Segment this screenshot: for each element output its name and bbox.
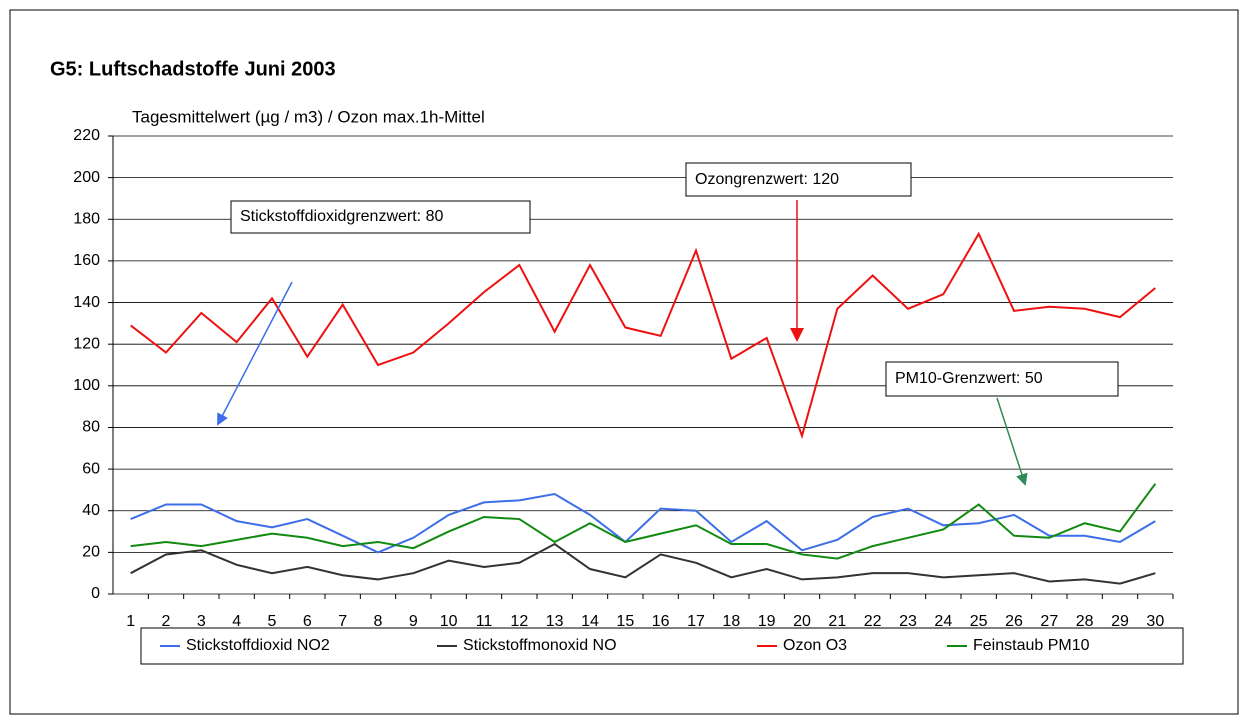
series-line [130, 493, 1156, 554]
x-tick-label: 6 [303, 613, 312, 630]
y-tick-label: 20 [82, 544, 100, 561]
series-line [130, 483, 1157, 560]
x-tick-label: 16 [652, 613, 670, 630]
arrow [996, 397, 1028, 486]
y-tick-label: 80 [82, 419, 100, 436]
x-tick-label: 1 [126, 613, 135, 630]
legend [140, 627, 1184, 665]
legend-label: Stickstoffdioxid NO2 [186, 637, 330, 654]
y-tick-label: 120 [73, 335, 100, 352]
y-tick-label: 100 [73, 377, 100, 394]
chart-title: G5: Luftschadstoffe Juni 2003 [50, 58, 336, 80]
x-tick-label: 17 [687, 613, 705, 630]
series-line [130, 542, 1156, 585]
x-tick-label: 14 [581, 613, 599, 630]
x-tick-label: 28 [1076, 613, 1094, 630]
x-tick-label: 10 [440, 613, 458, 630]
y-tick-label: 180 [73, 210, 100, 227]
y-tick-label: 40 [82, 502, 100, 519]
legend-label: Ozon O3 [783, 637, 847, 654]
x-tick-label: 4 [232, 613, 241, 630]
x-tick-label: 20 [793, 613, 811, 630]
arrow [217, 281, 293, 426]
legend-label: Feinstaub PM10 [973, 637, 1090, 654]
y-tick-label: 200 [73, 169, 100, 186]
x-tick-label: 25 [970, 613, 988, 630]
x-tick-label: 2 [162, 613, 171, 630]
annotation: PM10-Grenzwert: 50 [895, 370, 1043, 387]
annotation-box [685, 162, 912, 197]
frame [9, 9, 1239, 715]
x-tick-label: 15 [616, 613, 634, 630]
y-tick-label: 0 [91, 585, 100, 602]
x-tick-label: 23 [899, 613, 917, 630]
y-axis-label: Tagesmittelwert (µg / m3) / Ozon max.1h-… [132, 107, 485, 126]
annotation: Ozongrenzwert: 120 [695, 171, 839, 188]
x-tick-label: 21 [828, 613, 846, 630]
x-tick-label: 9 [409, 613, 418, 630]
x-tick-label: 29 [1111, 613, 1129, 630]
annotation-box [230, 200, 531, 234]
x-tick-label: 24 [934, 613, 952, 630]
y-tick-label: 60 [82, 460, 100, 477]
x-tick-label: 22 [864, 613, 882, 630]
annotation-box [885, 361, 1119, 397]
x-tick-label: 13 [546, 613, 564, 630]
x-tick-label: 18 [722, 613, 740, 630]
x-tick-label: 7 [338, 613, 347, 630]
x-tick-label: 30 [1146, 613, 1164, 630]
x-tick-label: 5 [268, 613, 277, 630]
series-line [130, 231, 1156, 440]
x-tick-label: 27 [1040, 613, 1058, 630]
x-tick-label: 3 [197, 613, 206, 630]
y-tick-label: 140 [73, 294, 100, 311]
y-tick-label: 220 [73, 127, 100, 144]
x-tick-label: 12 [510, 613, 528, 630]
legend-label: Stickstoffmonoxid NO [463, 637, 617, 654]
x-tick-label: 11 [476, 613, 493, 630]
x-tick-label: 8 [374, 613, 383, 630]
x-tick-label: 19 [758, 613, 776, 630]
y-tick-label: 160 [73, 252, 100, 269]
annotation: Stickstoffdioxidgrenzwert: 80 [240, 208, 443, 225]
x-tick-label: 26 [1005, 613, 1023, 630]
